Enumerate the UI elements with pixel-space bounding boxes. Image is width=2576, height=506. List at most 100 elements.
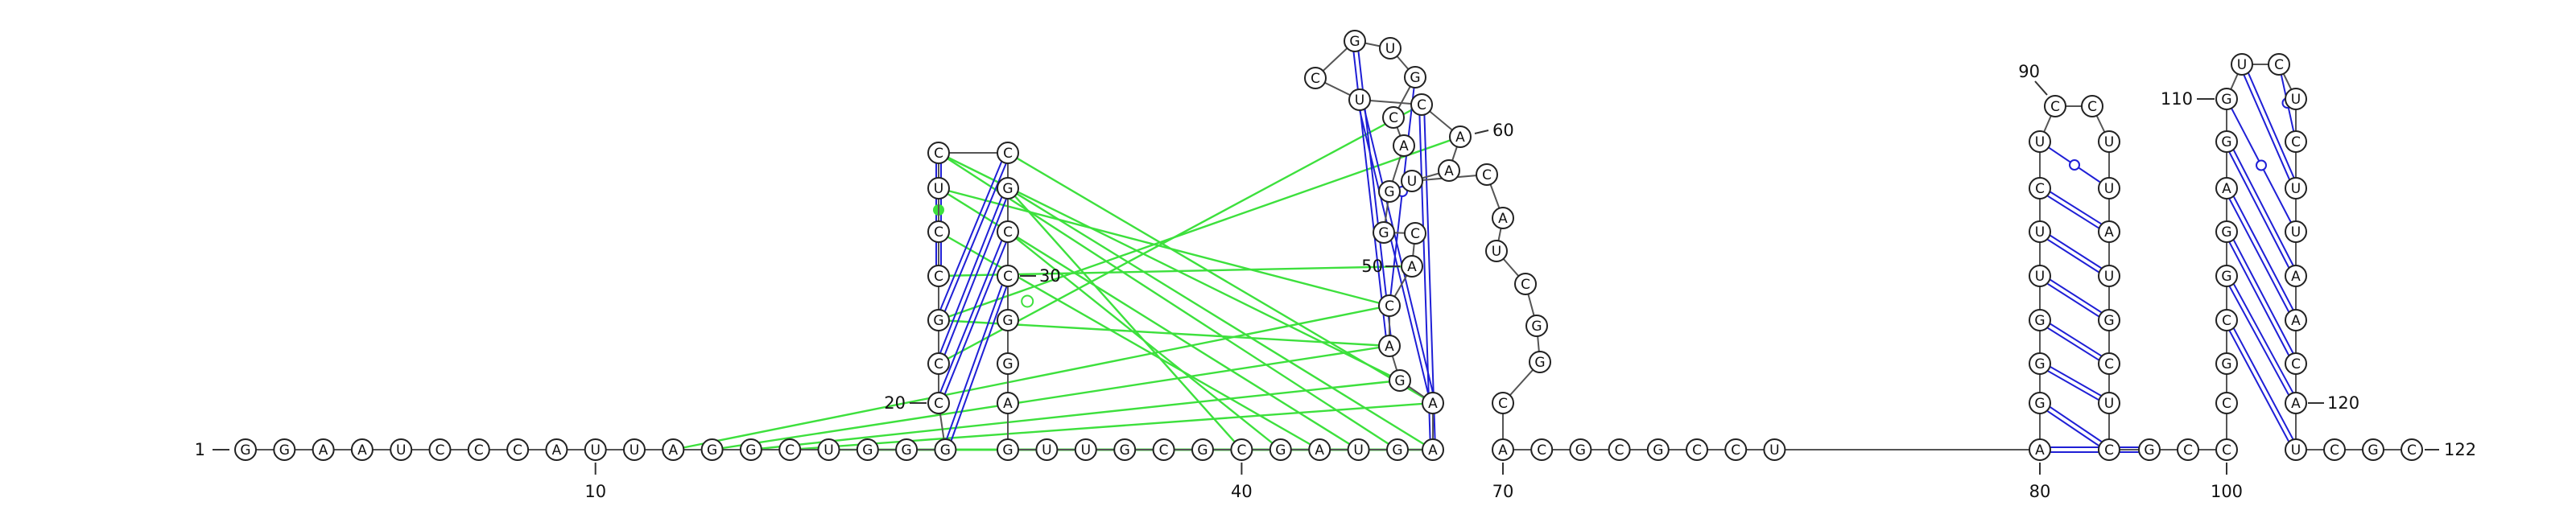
nucleotide: U (1348, 88, 1371, 111)
nucleotide: A (2285, 392, 2307, 414)
nucleotide: A (312, 438, 335, 461)
nucleotide: A (2285, 309, 2307, 331)
svg-text:A: A (2291, 269, 2301, 285)
svg-text:G: G (1410, 70, 1420, 86)
nucleotide: G (1269, 438, 1292, 461)
canonical-base-pair (935, 151, 1011, 322)
svg-text:G: G (2221, 269, 2231, 285)
nucleotide: U (2029, 130, 2051, 153)
nucleotide: G (1373, 221, 1395, 244)
position-label: 10 (584, 482, 606, 501)
svg-text:G: G (1575, 442, 1586, 459)
svg-text:U: U (1081, 442, 1091, 459)
svg-text:U: U (1407, 174, 1417, 190)
canonical-base-pair (2037, 317, 2112, 367)
nucleotide: C (927, 142, 950, 164)
nucleotide: G (2029, 392, 2051, 414)
svg-text:G: G (1653, 442, 1663, 459)
nucleotide: G (1191, 438, 1214, 461)
svg-text:G: G (2144, 442, 2154, 459)
svg-text:A: A (1399, 138, 1409, 154)
nucleotide: G (934, 438, 957, 461)
nucleotide: G (2138, 438, 2161, 461)
tertiary-interaction (938, 151, 1398, 451)
svg-text:G: G (1394, 373, 1405, 389)
canonical-base-pair (2223, 230, 2299, 365)
nucleotide: G (700, 438, 724, 461)
svg-text:G: G (1002, 181, 1013, 197)
svg-text:G: G (902, 442, 912, 459)
nucleotide: A (1449, 125, 1472, 148)
svg-text:C: C (2407, 442, 2417, 459)
svg-text:C: C (1003, 269, 1013, 285)
svg-text:C: C (1615, 442, 1624, 459)
position-label: 40 (1231, 482, 1253, 501)
canonical-base-pair (2223, 319, 2299, 451)
position-label: 80 (2029, 482, 2051, 501)
canonical-base-pair (2037, 185, 2112, 235)
nucleotide: C (1514, 273, 1537, 295)
canonical-base-pair (2037, 400, 2112, 453)
position-label: 100 (2211, 482, 2243, 501)
position-label: 90 (2018, 62, 2040, 81)
svg-text:C: C (2183, 442, 2193, 459)
svg-text:G: G (1002, 313, 1013, 329)
svg-text:U: U (2035, 269, 2045, 285)
nucleotide: C (1686, 438, 1708, 461)
svg-text:C: C (2050, 99, 2060, 115)
nucleotide: C (1304, 67, 1327, 89)
svg-text:U: U (2291, 92, 2301, 108)
nucleotide: C (2029, 177, 2051, 200)
nucleotide: C (2401, 438, 2423, 461)
svg-text:U: U (2291, 224, 2301, 241)
nucleotide: U (390, 438, 413, 461)
svg-text:G: G (862, 442, 873, 459)
svg-text:C: C (1410, 226, 1420, 242)
nucleotide: C (2215, 438, 2238, 461)
svg-text:G: G (1531, 319, 1542, 335)
svg-text:U: U (2035, 224, 2045, 241)
nucleotide: A (2029, 438, 2051, 461)
nucleotide: C (997, 220, 1019, 243)
nucleotide: C (2285, 130, 2307, 153)
svg-text:G: G (745, 442, 756, 459)
nucleotide: G (997, 438, 1019, 461)
canonical-base-pair (2223, 187, 2299, 322)
canonical-base-pair (2037, 228, 2112, 279)
nucleotide: G (1389, 369, 1411, 392)
nucleotide: C (1530, 438, 1554, 461)
nucleotide: C (1152, 438, 1175, 461)
nucleotide: G (997, 352, 1019, 375)
nucleotide: G (2029, 352, 2051, 375)
nucleotide: C (2215, 309, 2238, 331)
svg-text:G: G (1002, 356, 1013, 372)
svg-text:U: U (590, 442, 600, 459)
svg-text:C: C (1417, 97, 1426, 113)
nucleotide: G (1344, 30, 1366, 52)
nucleotide: U (623, 438, 646, 461)
nucleotide: U (2098, 177, 2120, 200)
nucleotide: U (2098, 392, 2120, 414)
position-label: 110 (2161, 89, 2193, 109)
position-tick (2034, 80, 2048, 96)
nucleotide: C (467, 438, 490, 461)
svg-text:U: U (1492, 244, 1501, 260)
nucleotide: U (584, 438, 607, 461)
tertiary-interaction (712, 344, 1390, 451)
tertiary-interaction (790, 401, 1434, 451)
nucleotide: C (1492, 392, 1514, 414)
svg-text:A: A (668, 442, 678, 459)
tertiary-interaction (1007, 231, 1282, 450)
svg-text:C: C (1498, 396, 1508, 412)
nucleotide: A (1492, 438, 1514, 461)
svg-text:G: G (707, 442, 717, 459)
nucleotide: U (2098, 265, 2120, 287)
nucleotide: U (817, 438, 840, 461)
nucleotide: U (927, 177, 950, 200)
svg-text:G: G (240, 442, 250, 459)
svg-text:A: A (1455, 130, 1465, 146)
nucleotide: G (997, 177, 1019, 200)
svg-text:U: U (2291, 181, 2301, 197)
svg-text:U: U (2104, 134, 2114, 150)
